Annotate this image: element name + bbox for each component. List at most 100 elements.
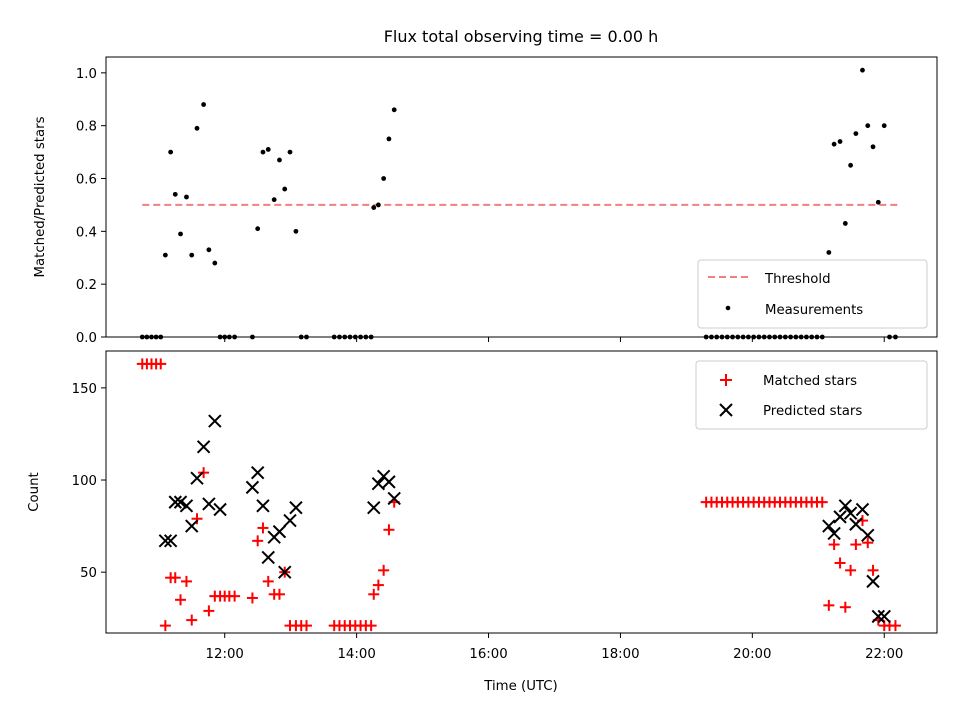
legend-predicted-label: Predicted stars	[763, 404, 862, 419]
matched-star-point	[850, 539, 862, 551]
top-ytick-label: 0.4	[76, 225, 97, 240]
predicted-star-point	[213, 502, 227, 517]
bottom-legend: Matched stars Predicted stars	[695, 360, 928, 430]
measurement-point	[870, 144, 876, 150]
bottom-ytick-label: 100	[72, 474, 97, 489]
matched-star-point	[191, 513, 203, 525]
matched-star-point	[834, 557, 846, 569]
matched-star-point	[252, 535, 264, 547]
measurement-point	[178, 231, 183, 237]
predicted-star-point	[849, 517, 863, 531]
matched-star-point	[862, 537, 874, 549]
matched-star-point	[823, 599, 835, 611]
measurement-point	[842, 221, 848, 226]
measurement-point	[831, 141, 837, 147]
bottom-xtick-label: 18:00	[601, 647, 639, 662]
predicted-star-point	[179, 499, 194, 513]
measurement-point	[206, 247, 212, 253]
measurement-point	[881, 123, 887, 129]
measurement-point	[277, 157, 282, 163]
measurement-point	[853, 131, 859, 137]
matched-star-point	[839, 601, 851, 613]
matched-star-point	[203, 605, 215, 617]
matched-star-point	[845, 564, 857, 576]
matched-star-point	[273, 588, 285, 600]
measurement-point	[172, 191, 178, 197]
matched-star-point	[257, 522, 269, 534]
bottom-xtick-label: 16:00	[469, 647, 507, 662]
predicted-star-point	[261, 550, 275, 565]
measurement-point	[265, 147, 271, 152]
measurement-point	[371, 205, 377, 210]
top-panel: Flux total observing time = 0.00 h 0.0 0.…	[33, 27, 938, 346]
top-ytick-label: 0.2	[76, 278, 97, 293]
matched-star-point	[365, 620, 377, 632]
predicted-star-point	[196, 440, 211, 454]
top-legend: Threshold Measurements	[697, 259, 928, 329]
matched-star-point	[155, 358, 167, 370]
predicted-star-point	[190, 471, 204, 485]
top-ytick-label: 0.0	[76, 331, 97, 346]
matched-star-point	[368, 588, 380, 600]
predicted-star-point	[877, 609, 891, 624]
measurement-point	[168, 149, 174, 155]
top-y-axis-label: Matched/Predicted stars	[33, 116, 48, 277]
bottom-xtick-label: 20:00	[733, 647, 771, 662]
predicted-star-point	[202, 497, 216, 511]
top-ytick-label: 0.6	[76, 173, 97, 188]
predicted-star-point	[158, 534, 173, 548]
predicted-star-point	[827, 526, 841, 541]
bottom-y-axis-label: Count	[27, 472, 42, 512]
measurement-point	[375, 202, 381, 208]
predicted-star-point	[278, 565, 292, 579]
predicted-star-point	[833, 510, 847, 524]
predicted-star-point	[371, 476, 386, 491]
measurement-point	[875, 199, 881, 205]
legend-matched-swatch	[720, 374, 732, 386]
predicted-star-point	[256, 499, 270, 513]
matched-star-point	[169, 572, 181, 584]
matched-star-point	[180, 575, 192, 587]
measurement-point	[260, 149, 266, 155]
matched-star-point	[816, 496, 828, 508]
bottom-xtick-label: 14:00	[337, 647, 375, 662]
matched-star-point	[262, 575, 274, 587]
predicted-star-point	[822, 519, 836, 533]
predicted-star-point	[367, 500, 381, 515]
bottom-axes-frame	[105, 350, 938, 634]
top-ytick-label: 0.8	[76, 120, 97, 135]
predicted-star-point	[245, 480, 260, 495]
measurement-point	[287, 149, 293, 155]
measurement-point	[293, 228, 299, 234]
predicted-star-point	[208, 414, 222, 428]
matched-star-point	[246, 592, 258, 604]
predicted-star-point	[250, 465, 265, 480]
x-axis-label: Time (UTC)	[483, 679, 558, 694]
legend-predicted-swatch	[719, 403, 733, 417]
matched-star-point	[159, 620, 171, 632]
matched-star-point	[300, 620, 312, 632]
legend-measurements-label: Measurements	[765, 303, 863, 318]
measurement-point	[162, 252, 168, 258]
measurement-point	[848, 162, 854, 168]
measurement-point	[865, 123, 871, 129]
top-axes-frame	[105, 56, 938, 338]
bottom-ytick-label: 50	[80, 566, 97, 581]
predicted-star-point	[387, 491, 401, 506]
predicted-star-point	[861, 528, 875, 543]
chart-title: Flux total observing time = 0.00 h	[384, 27, 659, 46]
bottom-xtick-label: 12:00	[206, 647, 244, 662]
predicted-star-point	[163, 534, 178, 548]
legend-threshold-label: Threshold	[764, 272, 831, 287]
predicted-star-point	[173, 495, 188, 509]
matched-star-point	[229, 590, 241, 602]
matched-star-point	[186, 614, 198, 626]
measurement-point	[212, 260, 218, 266]
predicted-star-point	[168, 495, 182, 509]
predicted-star-point	[185, 519, 199, 533]
top-ytick-label: 1.0	[76, 67, 97, 82]
measurement-point	[201, 102, 207, 107]
predicted-star-point	[382, 475, 396, 489]
legend-matched-label: Matched stars	[763, 374, 857, 389]
